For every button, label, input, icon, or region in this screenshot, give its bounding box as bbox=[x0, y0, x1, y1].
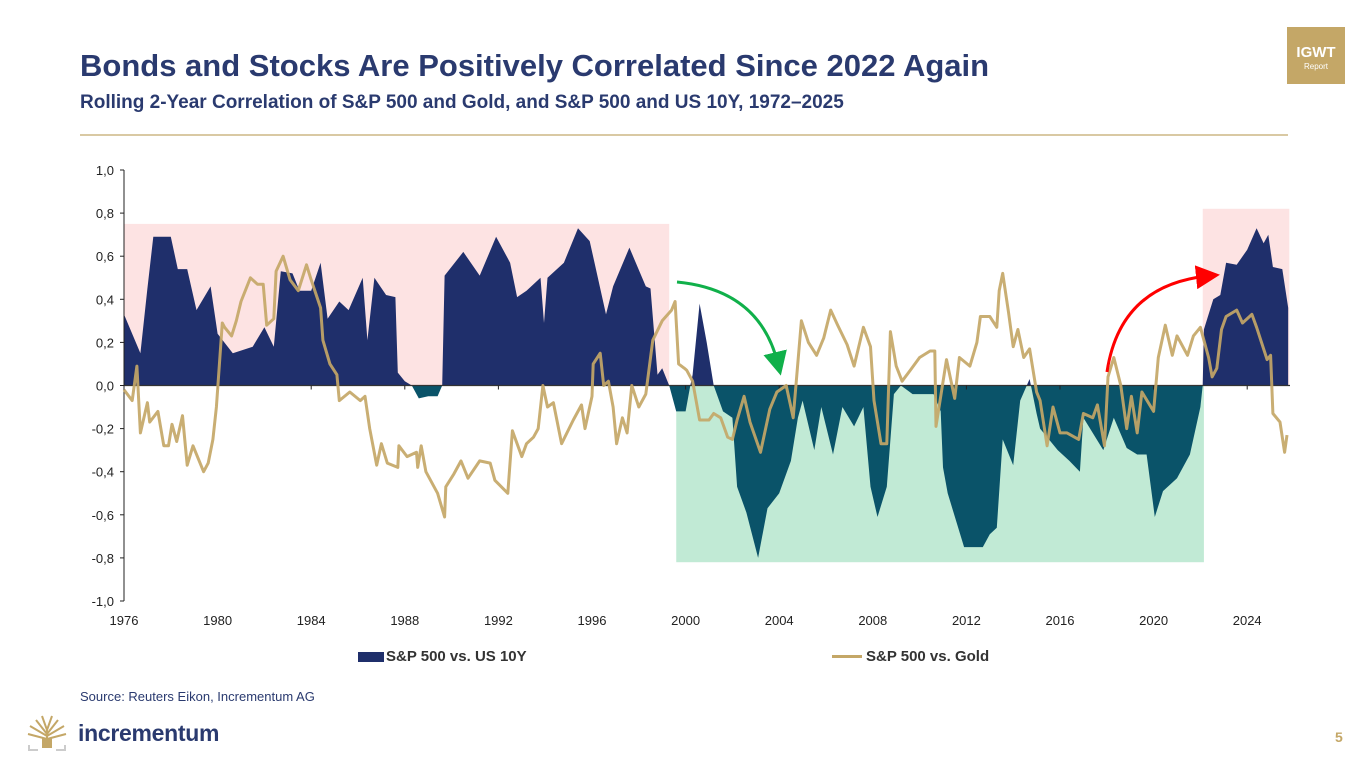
x-tick-label: 1996 bbox=[578, 613, 607, 628]
legend-label: S&P 500 vs. US 10Y bbox=[386, 648, 527, 665]
page-subtitle: Rolling 2-Year Correlation of S&P 500 an… bbox=[80, 92, 844, 113]
header-divider bbox=[80, 134, 1288, 136]
x-tick-label: 1980 bbox=[203, 613, 232, 628]
y-tick-label: -0,6 bbox=[92, 508, 114, 523]
x-tick-label: 2024 bbox=[1233, 613, 1262, 628]
y-tick-label: -0,4 bbox=[92, 465, 114, 480]
x-tick-label: 1988 bbox=[390, 613, 419, 628]
us10y-area-positive bbox=[124, 228, 1289, 385]
page-title: Bonds and Stocks Are Positively Correlat… bbox=[80, 48, 990, 83]
legend-swatch-area bbox=[358, 651, 384, 662]
source-note: Source: Reuters Eikon, Incrementum AG bbox=[80, 689, 315, 704]
x-tick-label: 2000 bbox=[671, 613, 700, 628]
x-tick-label: 2004 bbox=[765, 613, 794, 628]
legend-item-us10y: S&P 500 vs. US 10Y bbox=[358, 648, 527, 665]
incrementum-tree-logo-icon bbox=[27, 715, 67, 751]
legend-swatch-line bbox=[832, 655, 862, 658]
y-tick-label: -0,2 bbox=[92, 422, 114, 437]
x-tick-label: 2008 bbox=[858, 613, 887, 628]
y-tick-label: 0,4 bbox=[96, 292, 114, 307]
x-tick-label: 1984 bbox=[297, 613, 326, 628]
x-tick-label: 2012 bbox=[952, 613, 981, 628]
legend-label: S&P 500 vs. Gold bbox=[866, 648, 990, 665]
y-tick-label: 0,0 bbox=[96, 379, 114, 394]
legend-item-gold: S&P 500 vs. Gold bbox=[832, 648, 989, 665]
igwt-report-badge: IGWT Report bbox=[1287, 27, 1345, 84]
green-arrow bbox=[676, 280, 787, 376]
y-tick-label: 0,2 bbox=[96, 335, 114, 350]
x-tick-label: 2020 bbox=[1139, 613, 1168, 628]
badge-title: IGWT bbox=[1296, 44, 1336, 61]
badge-subtitle: Report bbox=[1303, 62, 1328, 71]
us10y-area-negative bbox=[124, 385, 1289, 558]
brand-name: incrementum bbox=[78, 720, 220, 746]
y-tick-label: -0,8 bbox=[92, 551, 114, 566]
x-tick-label: 1992 bbox=[484, 613, 513, 628]
y-tick-label: 0,6 bbox=[96, 249, 114, 264]
y-tick-label: -1,0 bbox=[92, 594, 114, 609]
x-tick-label: 2016 bbox=[1046, 613, 1075, 628]
y-tick-label: 1,0 bbox=[96, 163, 114, 178]
red-arrow bbox=[1105, 265, 1220, 373]
gold-correlation-line bbox=[122, 254, 1289, 519]
x-tick-label: 1976 bbox=[110, 613, 139, 628]
y-tick-label: 0,8 bbox=[96, 206, 114, 221]
page-number: 5 bbox=[1335, 729, 1343, 745]
